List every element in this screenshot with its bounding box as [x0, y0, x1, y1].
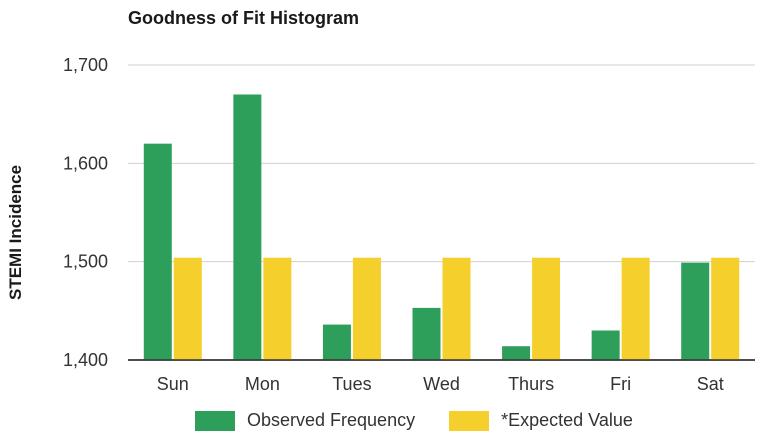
bar-expected-tues [352, 257, 381, 360]
y-tick-label: 1,400 [63, 350, 108, 370]
bar-expected-thurs [532, 257, 561, 360]
legend-label-expected: *Expected Value [501, 410, 633, 430]
legend-label-observed: Observed Frequency [247, 410, 416, 430]
y-tick-label: 1,600 [63, 153, 108, 173]
legend-item-expected: *Expected Value [449, 410, 633, 431]
bar-observed-wed [412, 307, 441, 360]
bar-expected-fri [621, 257, 650, 360]
x-tick-label: Fri [610, 374, 631, 394]
y-tick-label: 1,500 [63, 252, 108, 272]
x-tick-label: Sat [697, 374, 724, 394]
legend-swatch-observed [195, 410, 235, 431]
x-tick-label: Thurs [508, 374, 554, 394]
chart-title: Goodness of Fit Histogram [128, 8, 360, 28]
bar-expected-wed [442, 257, 471, 360]
bar-observed-sat [681, 262, 710, 360]
x-tick-label: Tues [332, 374, 371, 394]
x-tick-label: Sun [157, 374, 189, 394]
legend-item-observed: Observed Frequency [195, 410, 415, 431]
x-tick-label: Mon [245, 374, 280, 394]
bar-observed-thurs [502, 346, 531, 360]
bar-observed-fri [591, 330, 620, 360]
bar-expected-sat [711, 257, 740, 360]
bar-expected-mon [263, 257, 292, 360]
y-tick-label: 1,700 [63, 55, 108, 75]
bar-observed-tues [322, 324, 351, 360]
x-tick-label: Wed [423, 374, 460, 394]
bar-observed-mon [233, 94, 262, 360]
legend-swatch-expected [449, 410, 490, 431]
legend: Observed Frequency *Expected Value [195, 410, 667, 431]
bar-observed-sun [143, 143, 172, 360]
bar-expected-sun [173, 257, 202, 360]
